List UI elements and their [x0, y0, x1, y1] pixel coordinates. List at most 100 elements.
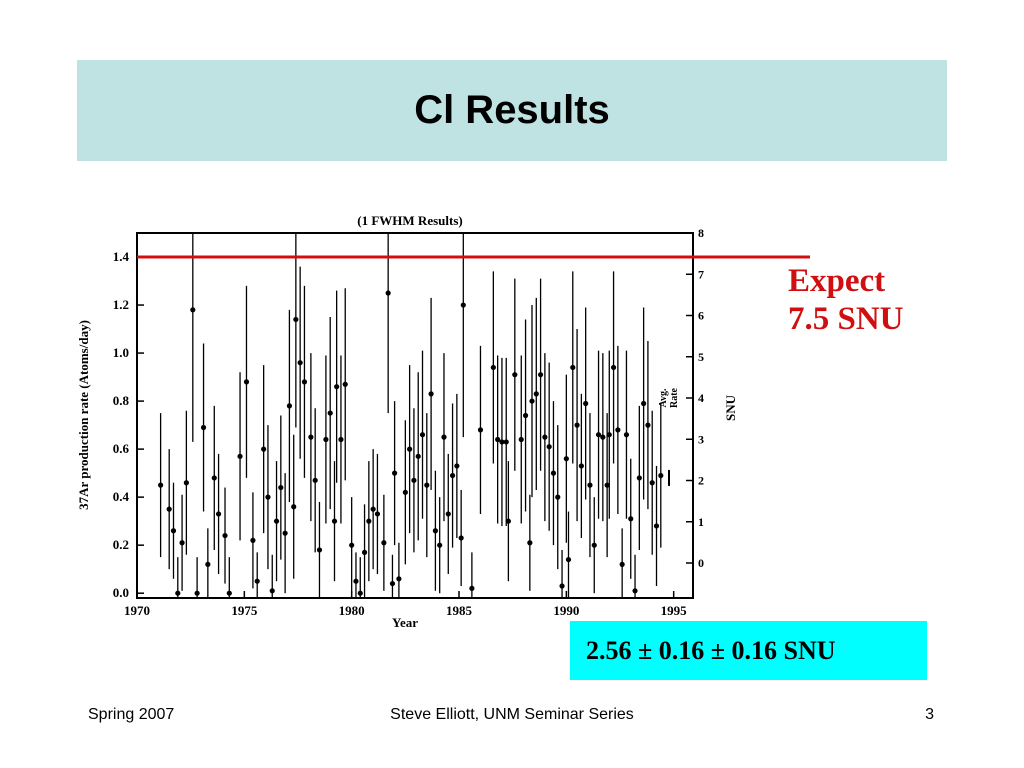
data-point — [366, 518, 372, 524]
data-point — [559, 583, 565, 589]
data-point — [587, 482, 593, 488]
data-point — [316, 547, 323, 553]
data-point — [619, 561, 625, 567]
chart-title: (1 FWHM Results) — [357, 213, 462, 228]
data-point — [591, 542, 597, 548]
y2-tick-label: 7 — [698, 267, 704, 281]
data-point — [334, 384, 340, 390]
data-point — [503, 439, 509, 445]
x-axis-label: Year — [392, 615, 418, 630]
data-point — [419, 432, 426, 438]
data-point — [578, 463, 584, 469]
data-point — [349, 542, 355, 548]
y-tick-label: 1.4 — [113, 249, 130, 264]
x-tick-label: 1970 — [124, 603, 150, 618]
data-point — [610, 364, 617, 371]
data-point — [600, 434, 606, 440]
data-point — [370, 506, 376, 512]
data-point — [237, 453, 243, 459]
result-value: 2.56 ± 0.16 ± 0.16 SNU — [586, 636, 836, 665]
x-tick-label: 1990 — [553, 603, 579, 618]
data-point — [166, 506, 172, 512]
data-point — [537, 372, 544, 378]
data-point — [499, 439, 505, 445]
data-point — [170, 528, 177, 534]
result-box: 2.56 ± 0.16 ± 0.16 SNU — [570, 621, 927, 680]
data-points — [158, 233, 664, 598]
data-point — [200, 424, 207, 431]
data-point — [211, 475, 217, 481]
data-point — [454, 463, 460, 469]
data-point — [396, 576, 402, 582]
data-point — [437, 542, 443, 548]
data-point — [550, 470, 557, 476]
data-point — [632, 588, 638, 594]
y-tick-label: 0.4 — [113, 489, 130, 504]
data-point — [179, 540, 185, 546]
y-tick-label: 0.6 — [113, 441, 130, 456]
y-axis-label: 37Ar production rate (Atoms/day) — [76, 320, 91, 510]
y2-tick-label: 0 — [698, 556, 704, 570]
data-point — [570, 364, 576, 371]
expect-line-1: Expect — [788, 263, 886, 299]
data-point — [374, 511, 381, 517]
data-point — [353, 578, 359, 584]
data-point — [297, 360, 303, 366]
data-point — [269, 588, 275, 594]
data-point — [595, 432, 602, 438]
data-point — [338, 436, 344, 443]
x-tick-label: 1995 — [661, 603, 688, 618]
data-point — [574, 422, 580, 428]
plot-frame — [136, 232, 694, 599]
data-point — [312, 477, 318, 483]
data-point — [222, 532, 228, 539]
data-point — [628, 516, 634, 522]
data-point — [527, 540, 533, 546]
x-tick-label: 1980 — [339, 603, 365, 618]
data-point — [407, 446, 413, 452]
footer-presenter: Steve Elliott, UNM Seminar Series — [390, 706, 634, 723]
expect-line-2: 7.5 SNU — [788, 301, 904, 337]
y-tick-label: 0.8 — [113, 393, 130, 408]
data-point — [424, 482, 430, 488]
data-point — [254, 578, 260, 584]
data-point — [533, 391, 539, 397]
expect-annotation: Expect 7.5 SNU — [788, 262, 904, 338]
data-point — [389, 580, 396, 587]
data-point — [385, 290, 391, 296]
data-point — [411, 477, 417, 483]
y2-tick-label: 8 — [698, 226, 704, 240]
title-band: Cl Results — [77, 60, 947, 161]
y-tick-label: 0.2 — [113, 537, 129, 552]
y-tick-label: 0.0 — [113, 585, 129, 600]
data-point — [529, 398, 535, 404]
data-point — [649, 480, 655, 486]
data-point — [460, 302, 466, 308]
axis-ticks: 0.0 0.2 0.4 0.6 0.8 1.0 1.2 1.4 1970 1975 1980 1985… — [113, 226, 704, 618]
data-point — [606, 432, 612, 438]
data-point — [402, 489, 408, 495]
y2-tick-label: 5 — [698, 350, 704, 364]
data-point — [636, 475, 642, 481]
y2-tick-label: 2 — [698, 474, 704, 488]
data-point — [415, 453, 421, 459]
data-point — [615, 427, 621, 433]
data-point — [623, 432, 630, 438]
data-point — [265, 494, 271, 500]
y2-tick-label: 1 — [698, 515, 704, 529]
x-tick-label: 1975 — [231, 603, 258, 618]
data-point — [293, 316, 299, 323]
data-point — [392, 470, 398, 476]
data-point — [381, 540, 387, 546]
data-point — [331, 518, 338, 524]
x-tick-label: 1985 — [446, 603, 473, 618]
data-point — [291, 504, 297, 510]
data-point — [308, 434, 314, 440]
data-point — [327, 410, 333, 416]
data-point — [441, 434, 447, 440]
data-point — [190, 307, 196, 313]
data-point — [522, 412, 529, 419]
data-point — [282, 530, 288, 536]
data-point — [542, 434, 548, 440]
data-point — [565, 556, 572, 563]
